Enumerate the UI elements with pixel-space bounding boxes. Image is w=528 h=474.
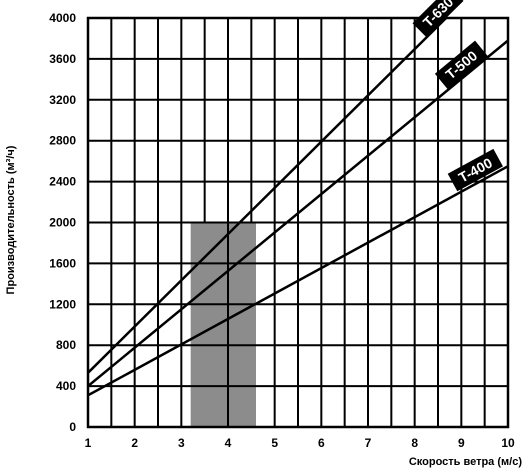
y-tick-label: 1200 xyxy=(49,297,76,311)
x-tick-label: 8 xyxy=(411,436,418,450)
x-tick-label: 10 xyxy=(501,436,515,450)
x-tick-label: 7 xyxy=(365,436,372,450)
y-tick-label: 4000 xyxy=(49,11,76,25)
series-line-t-500 xyxy=(88,39,508,388)
x-tick-label: 5 xyxy=(271,436,278,450)
y-tick-label: 800 xyxy=(56,338,76,352)
x-axis-title: Скорость ветра (м/с) xyxy=(409,456,522,468)
y-tick-label: 2400 xyxy=(49,175,76,189)
x-tick-labels: 1 2 3 4 5 6 7 8 9 10 xyxy=(85,436,515,450)
x-tick-label: 9 xyxy=(458,436,465,450)
y-tick-label: 2000 xyxy=(49,216,76,230)
y-tick-label: 400 xyxy=(56,379,76,393)
plot-frame xyxy=(86,16,510,429)
x-tick-label: 4 xyxy=(225,436,232,450)
shaded-region xyxy=(190,222,256,427)
y-tick-label: 2800 xyxy=(49,134,76,148)
y-tick-label: 3600 xyxy=(49,52,76,66)
y-tick-label: 1600 xyxy=(49,256,76,270)
y-tick-label: 0 xyxy=(69,420,76,434)
y-tick-labels: 0 400 800 1200 1600 2000 2400 2800 3200 3600 4000 xyxy=(49,11,76,434)
y-axis-title: Производительность (м³/ч) xyxy=(5,145,17,294)
series-line-t-400 xyxy=(88,165,508,397)
x-tick-label: 1 xyxy=(85,436,92,450)
y-tick-label: 3200 xyxy=(49,93,76,107)
x-tick-label: 3 xyxy=(178,436,185,450)
x-tick-label: 2 xyxy=(131,436,138,450)
x-tick-label: 6 xyxy=(318,436,325,450)
major-grid xyxy=(86,16,510,429)
